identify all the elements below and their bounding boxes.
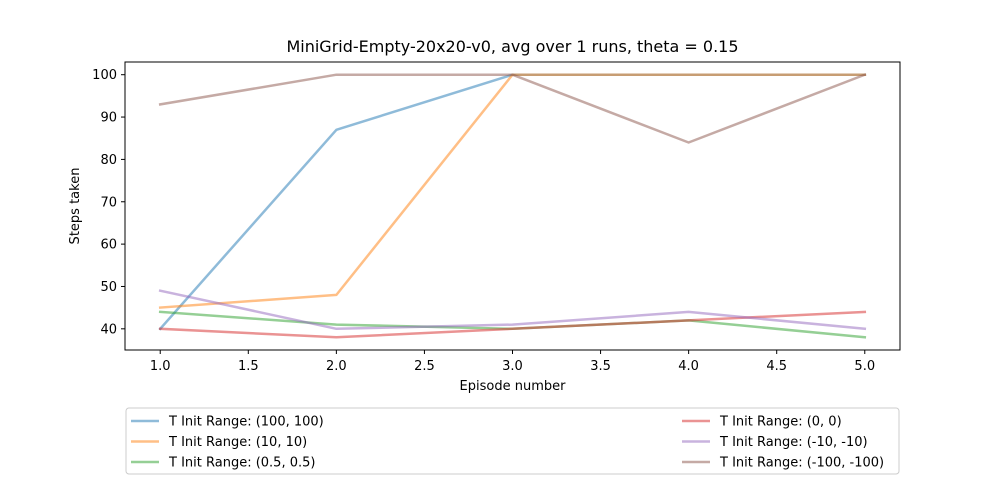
legend-item: T Init Range: (100, 100) (131, 415, 324, 430)
y-tick-label: 80 (100, 153, 117, 168)
y-axis: 40 50 60 70 80 90 100 (92, 68, 125, 337)
x-tick-label: 3.5 (590, 359, 611, 374)
legend-frame (125, 407, 900, 475)
x-tick-label: 4.0 (678, 359, 699, 374)
x-tick-label: 2.0 (326, 359, 347, 374)
legend-label: T Init Range: (100, 100) (168, 415, 324, 430)
legend-item: T Init Range: (-10, -10) (682, 435, 868, 450)
y-tick-label: 60 (100, 238, 117, 253)
x-tick-label: 4.5 (766, 359, 787, 374)
y-tick-label: 50 (100, 280, 117, 295)
series-line (158, 73, 867, 144)
x-tick-label: 3.0 (502, 359, 523, 374)
y-tick-label: 40 (100, 322, 117, 337)
x-tick-label: 2.5 (414, 359, 435, 374)
x-axis: 1.0 1.5 2.0 2.5 3.0 3.5 4.0 4.5 5.0 (150, 350, 875, 374)
series-line (158, 73, 867, 309)
y-tick-label: 70 (100, 195, 117, 210)
legend: T Init Range: (100, 100) T Init Range: (1… (125, 407, 900, 475)
x-tick-label: 5.0 (854, 359, 875, 374)
chart-title: MiniGrid-Empty-20x20-v0, avg over 1 runs… (286, 37, 738, 56)
legend-item: T Init Range: (0, 0) (682, 415, 842, 430)
x-axis-title: Episode number (460, 379, 567, 394)
series-line (158, 289, 867, 331)
legend-label: T Init Range: (10, 10) (168, 435, 307, 450)
legend-item: T Init Range: (0.5, 0.5) (131, 456, 315, 471)
legend-label: T Init Range: (-100, -100) (719, 456, 884, 471)
y-tick-label: 90 (100, 111, 117, 126)
plot-lines (158, 73, 867, 339)
legend-item: T Init Range: (-100, -100) (682, 456, 884, 471)
legend-label: T Init Range: (0, 0) (719, 415, 842, 430)
x-tick-label: 1.5 (238, 359, 259, 374)
x-tick-label: 1.0 (150, 359, 171, 374)
legend-label: T Init Range: (0.5, 0.5) (168, 456, 315, 471)
legend-item: T Init Range: (10, 10) (131, 435, 307, 450)
legend-label: T Init Range: (-10, -10) (719, 435, 868, 450)
y-tick-label: 100 (92, 68, 117, 83)
y-axis-title: Steps taken (68, 168, 83, 245)
series-line (158, 73, 867, 331)
